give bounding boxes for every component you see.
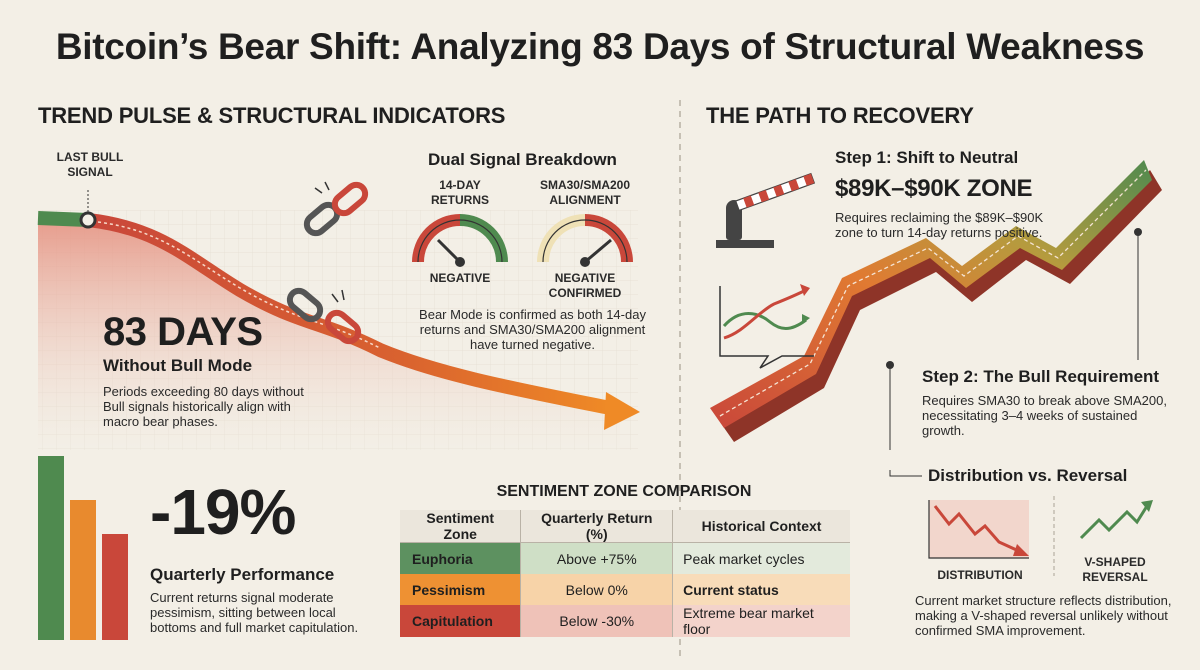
dual-signal-description: Bear Mode is confirmed as both 14-day ret… (419, 307, 646, 352)
gauge-14day-returns (412, 214, 508, 267)
quarterly-performance-description: Current returns signal moderate pessimism… (150, 590, 359, 635)
table-header: Quarterly Return (%) (520, 510, 674, 543)
dual-signal-heading: Dual Signal Breakdown (428, 150, 617, 169)
trend-decline-chart (37, 190, 640, 450)
gauge2-title: SMA30/SMA200 ALIGNMENT (539, 178, 631, 207)
connector-line (889, 470, 922, 477)
step2-title: Step 2: The Bull Requirement (922, 367, 1160, 386)
quarterly-performance-bars (38, 456, 128, 640)
distribution-chart-icon (928, 500, 1029, 559)
barrier-gate-icon (716, 172, 816, 248)
table-header: Sentiment Zone (400, 510, 522, 543)
zone-cell: Capitulation (400, 605, 521, 637)
page-title: Bitcoin’s Bear Shift: Analyzing 83 Days … (55, 26, 1145, 67)
v-shaped-reversal-label: V-SHAPED REVERSAL (1082, 555, 1148, 584)
table-row: Capitulation Below -30% Extreme bear mar… (400, 605, 850, 637)
step2-description: Requires SMA30 to break above SMA200, nec… (922, 393, 1167, 438)
context-cell: Peak market cycles (672, 542, 850, 574)
last-bull-signal-label: LAST BULL SIGNAL (56, 150, 124, 179)
return-cell: Below -30% (520, 605, 674, 637)
broken-chain-icon-2 (286, 287, 362, 345)
days-without-bull-value: 83 DAYS (103, 310, 263, 354)
quarterly-performance-value: -19% (150, 476, 296, 548)
return-cell: Above +75% (520, 542, 674, 574)
distribution-label: DISTRIBUTION (937, 568, 1023, 582)
recovery-path-ribbon (710, 160, 1162, 450)
days-description: Periods exceeding 80 days without Bull si… (103, 384, 304, 429)
return-cell: Below 0% (520, 574, 674, 605)
recovery-section-heading: THE PATH TO RECOVERY (706, 103, 974, 128)
crossover-chart-icon (719, 284, 814, 369)
broken-chain-icon (303, 181, 369, 237)
sentiment-zone-table: Sentiment Zone Quarterly Return (%) Hist… (400, 510, 850, 637)
table-header-row: Sentiment Zone Quarterly Return (%) Hist… (400, 510, 850, 543)
gauge1-title: 14-DAY RETURNS (430, 178, 489, 207)
mini-divider (1053, 496, 1055, 576)
days-without-bull-label: Without Bull Mode (103, 356, 253, 375)
gauge1-state: NEGATIVE (429, 271, 491, 285)
gauge2-state: NEGATIVE CONFIRMED (548, 271, 622, 300)
table-header: Historical Context (672, 510, 850, 543)
v-shaped-reversal-icon (1079, 500, 1153, 540)
step1-description: Requires reclaiming the $89K–$90K zone to… (835, 210, 1044, 240)
zone-cell: Pessimism (400, 574, 521, 605)
zone-cell: Euphoria (400, 542, 521, 574)
context-cell: Extreme bear market floor (672, 605, 850, 637)
gauge-sma-alignment (537, 214, 633, 267)
table-row: Euphoria Above +75% Peak market cycles (400, 542, 850, 574)
quarterly-performance-label: Quarterly Performance (150, 565, 335, 584)
distribution-vs-reversal-title: Distribution vs. Reversal (928, 466, 1128, 485)
trend-section-heading: TREND PULSE & STRUCTURAL INDICATORS (38, 103, 506, 128)
step1-title: Step 1: Shift to Neutral (835, 148, 1019, 167)
table-row: Pessimism Below 0% Current status (400, 574, 850, 605)
distribution-description: Current market structure reflects distri… (915, 593, 1172, 638)
context-cell: Current status (672, 574, 850, 605)
step1-zone: $89K–$90K ZONE (835, 175, 1033, 202)
sentiment-table-heading: SENTIMENT ZONE COMPARISON (496, 483, 752, 500)
